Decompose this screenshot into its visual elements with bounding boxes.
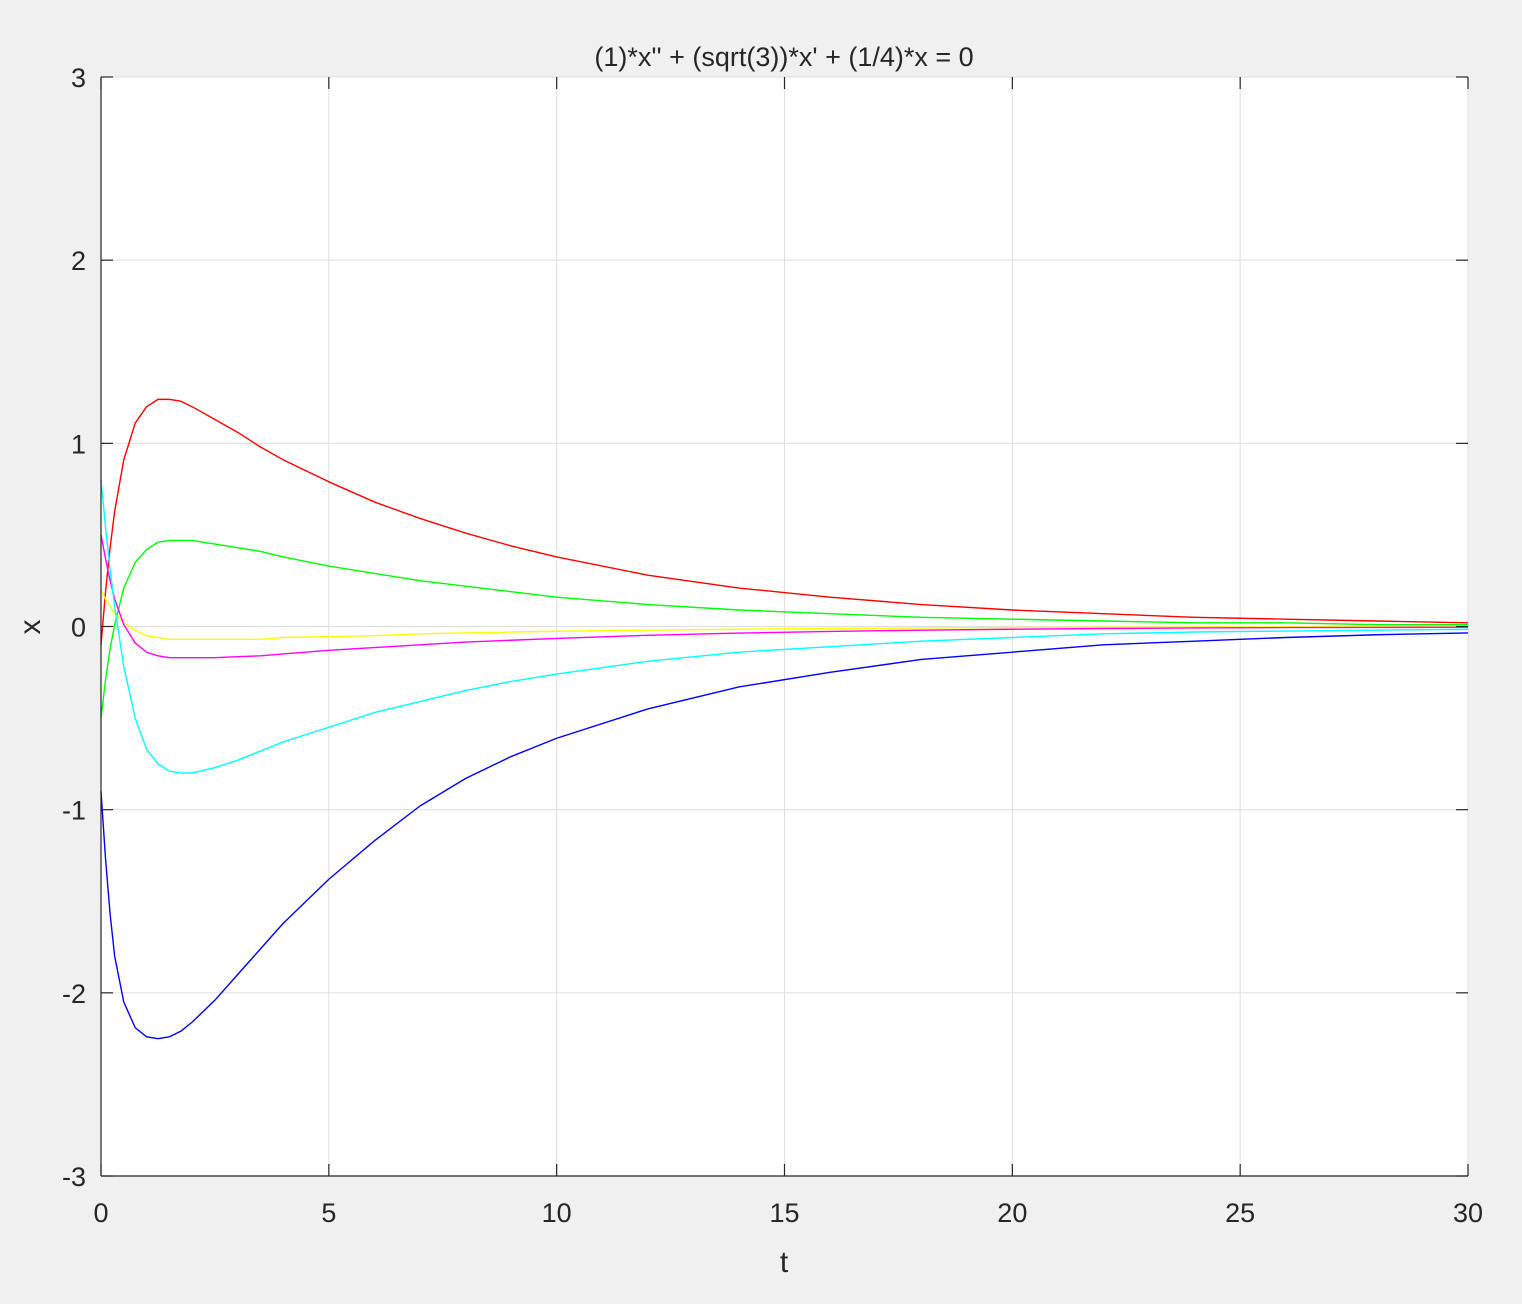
- series-line-1: [100, 398, 1469, 645]
- x-tick-label: 15: [769, 1198, 799, 1228]
- axes: [100, 76, 1469, 1177]
- y-tick-label: 1: [71, 429, 86, 459]
- x-tick-label: 0: [93, 1198, 108, 1228]
- x-tick-label: 30: [1453, 1198, 1483, 1228]
- grid: [101, 76, 1469, 1176]
- x-tick-label: 25: [1225, 1198, 1255, 1228]
- y-axis-label: x: [14, 620, 47, 635]
- series-line-4: [100, 534, 1469, 659]
- tick-labels: 0 5 10 15 20 25 30 -3 -2 -1 0 1 2 3: [62, 63, 1483, 1228]
- series-line-6: [100, 632, 1469, 1040]
- y-tick-label: -1: [62, 796, 86, 826]
- chart-title: (1)*x'' + (sqrt(3))*x' + (1/4)*x = 0: [594, 42, 973, 72]
- series-line-5: [100, 479, 1469, 774]
- x-axis-label: t: [780, 1246, 789, 1279]
- y-tick-label: 0: [71, 613, 86, 643]
- y-tick-label: -3: [62, 1162, 86, 1192]
- series-line-3: [100, 589, 1469, 641]
- y-tick-label: -2: [62, 979, 86, 1009]
- y-tick-label: 3: [71, 63, 86, 93]
- y-tick-label: 2: [71, 246, 86, 276]
- series-layer: [100, 398, 1469, 1040]
- series-line-2: [100, 539, 1468, 719]
- x-tick-label: 20: [997, 1198, 1027, 1228]
- x-tick-label: 10: [542, 1198, 572, 1228]
- x-tick-label: 5: [321, 1198, 336, 1228]
